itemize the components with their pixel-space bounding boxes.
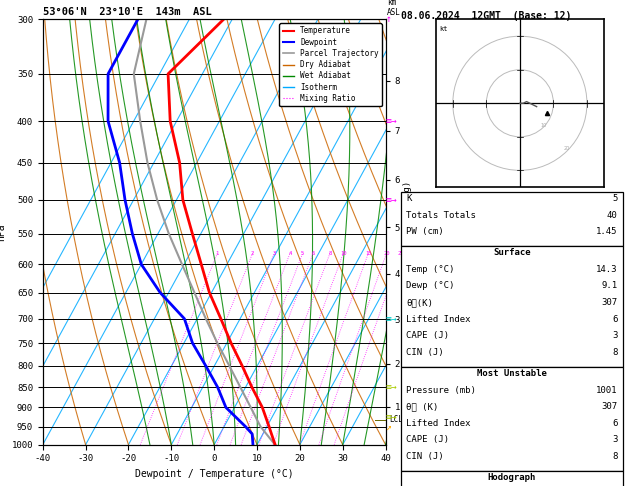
Text: Hodograph: Hodograph [488, 473, 536, 482]
Text: ≡→: ≡→ [386, 116, 398, 126]
Text: 53°06'N  23°10'E  143m  ASL: 53°06'N 23°10'E 143m ASL [43, 7, 211, 17]
Text: 2: 2 [251, 251, 254, 256]
Text: 6: 6 [311, 251, 314, 256]
Text: θᴛ (K): θᴛ (K) [406, 402, 438, 411]
Text: 10: 10 [540, 123, 547, 128]
Text: Totals Totals: Totals Totals [406, 211, 476, 220]
Text: 8: 8 [612, 451, 618, 461]
Text: 20: 20 [383, 251, 390, 256]
Text: 6: 6 [612, 314, 618, 324]
Text: 5: 5 [612, 194, 618, 204]
Text: CAPE (J): CAPE (J) [406, 435, 449, 444]
Text: 4: 4 [288, 251, 292, 256]
Text: 9.1: 9.1 [601, 281, 618, 291]
Text: 25: 25 [398, 251, 404, 256]
Text: 20: 20 [564, 146, 570, 151]
Y-axis label: hPa: hPa [0, 223, 6, 241]
Text: 40: 40 [607, 211, 618, 220]
Text: CIN (J): CIN (J) [406, 451, 444, 461]
Text: ≡→: ≡→ [386, 382, 398, 392]
Text: 1001: 1001 [596, 385, 618, 395]
Text: 3: 3 [272, 251, 276, 256]
Text: 307: 307 [601, 402, 618, 411]
Text: Dewp (°C): Dewp (°C) [406, 281, 455, 291]
Text: K: K [406, 194, 412, 204]
Text: 10: 10 [340, 251, 347, 256]
Text: © weatheronline.co.uk: © weatheronline.co.uk [518, 471, 623, 480]
Text: ≡→: ≡→ [386, 313, 398, 324]
X-axis label: Dewpoint / Temperature (°C): Dewpoint / Temperature (°C) [135, 469, 294, 479]
Text: ↑: ↑ [386, 15, 391, 24]
Text: Temp (°C): Temp (°C) [406, 265, 455, 274]
Text: Lifted Index: Lifted Index [406, 418, 471, 428]
Text: PW (cm): PW (cm) [406, 227, 444, 237]
Text: Lifted Index: Lifted Index [406, 314, 471, 324]
Text: kt: kt [440, 26, 448, 32]
Text: Most Unstable: Most Unstable [477, 369, 547, 378]
Text: Pressure (mb): Pressure (mb) [406, 385, 476, 395]
Text: CIN (J): CIN (J) [406, 347, 444, 357]
Text: km
ASL: km ASL [387, 0, 401, 17]
Text: 8: 8 [328, 251, 331, 256]
Text: 8: 8 [612, 347, 618, 357]
Text: 5: 5 [301, 251, 304, 256]
Text: 3: 3 [612, 435, 618, 444]
Text: 14.3: 14.3 [596, 265, 618, 274]
Text: 1.45: 1.45 [596, 227, 618, 237]
Text: 15: 15 [365, 251, 372, 256]
Text: 08.06.2024  12GMT  (Base: 12): 08.06.2024 12GMT (Base: 12) [401, 11, 572, 21]
Text: Surface: Surface [493, 248, 531, 258]
Y-axis label: Mixing Ratio (g/kg): Mixing Ratio (g/kg) [403, 181, 412, 283]
Text: θᴛ(K): θᴛ(K) [406, 298, 433, 307]
Text: 3: 3 [612, 331, 618, 340]
Text: CAPE (J): CAPE (J) [406, 331, 449, 340]
Text: 307: 307 [601, 298, 618, 307]
Text: ↗: ↗ [386, 421, 391, 432]
Text: 1: 1 [216, 251, 219, 256]
Text: 6: 6 [612, 418, 618, 428]
Text: LCL: LCL [390, 416, 404, 424]
Text: ≡→: ≡→ [386, 195, 398, 205]
Legend: Temperature, Dewpoint, Parcel Trajectory, Dry Adiabat, Wet Adiabat, Isotherm, Mi: Temperature, Dewpoint, Parcel Trajectory… [279, 23, 382, 106]
Text: ≡→: ≡→ [386, 412, 398, 422]
